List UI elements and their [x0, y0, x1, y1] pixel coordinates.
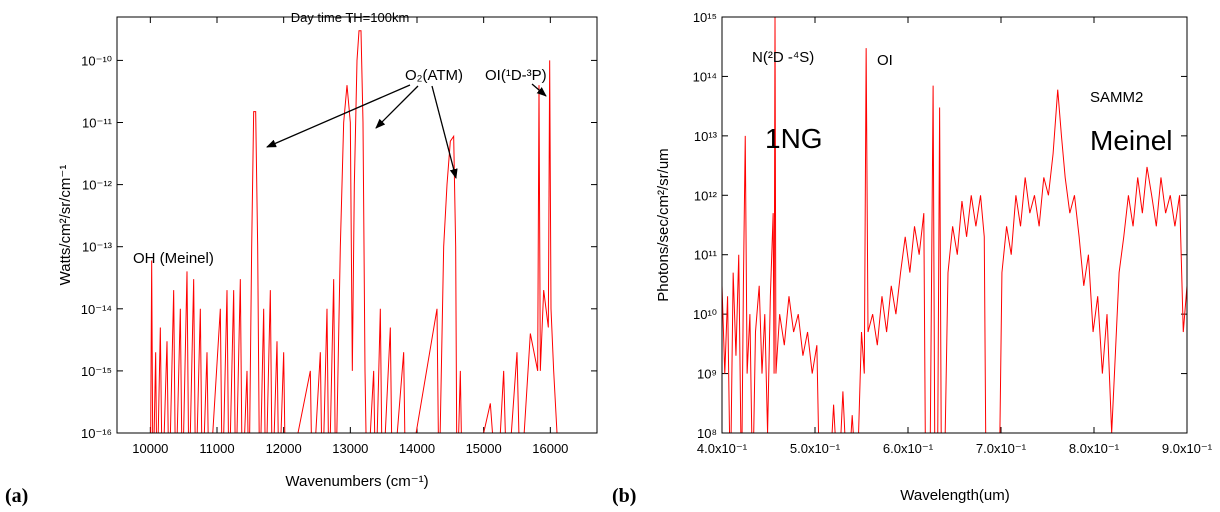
annotation: Meinel	[1090, 125, 1172, 156]
x-tick-label: 14000	[399, 441, 435, 456]
arrow	[531, 83, 547, 97]
y-tick-label: 10⁻¹²	[82, 178, 113, 193]
plot-frame	[116, 16, 598, 434]
y-tick-label: 10⁻¹⁶	[81, 426, 112, 441]
annotation: OI	[877, 52, 893, 69]
plot-frame	[721, 16, 1188, 434]
annotation: 1NG	[765, 123, 823, 154]
spectrum-line	[722, 17, 1187, 433]
annotation: OH (Meinel)	[133, 250, 214, 267]
arrow	[266, 84, 411, 148]
arrows	[266, 83, 547, 179]
y-tick-label: 10⁻¹¹	[82, 116, 113, 131]
arrow	[431, 85, 458, 179]
annotation: N(²D -⁴S)	[752, 49, 814, 66]
panel-label: (a)	[5, 485, 28, 507]
y-tick-label: 10⁹	[697, 367, 717, 382]
panel-b: 4.0x10⁻¹ 5.0x10⁻¹ 6.0x10⁻¹ 7.0x10⁻¹ 8.0x10⁻¹…	[693, 10, 1213, 456]
x-tick-label: 10000	[132, 441, 168, 456]
y-axis-title: Watts/cm²/sr/cm⁻¹	[57, 165, 74, 286]
y-tick-label: 10⁸	[697, 426, 717, 441]
annotation: SAMM2	[1090, 89, 1143, 106]
y-axis-title: Photons/sec/cm²/sr/um	[655, 148, 672, 301]
y-tick-label: 10⁻¹³	[82, 240, 113, 255]
x-tick-label: 12000	[266, 441, 302, 456]
y-tick-label: 10⁻¹⁵	[81, 364, 112, 379]
x-tick-label: 7.0x10⁻¹	[976, 441, 1027, 456]
x-axis-title: Wavelength(um)	[900, 487, 1009, 504]
annotation: O₂(ATM)	[405, 67, 463, 84]
x-axis-title: Wavenumbers (cm⁻¹)	[285, 473, 428, 490]
x-tick-label: 16000	[532, 441, 568, 456]
panel-a: 10000 11000 12000 13000 14000 15000 16000 10⁻¹⁶…	[81, 16, 598, 456]
x-tick-label: 6.0x10⁻¹	[883, 441, 934, 456]
x-tick-label: 13000	[332, 441, 368, 456]
arrow	[375, 85, 419, 129]
y-tick-label: 10¹²	[694, 188, 718, 203]
panel-label: (b)	[612, 485, 636, 507]
y-tick-label: 10¹³	[694, 129, 718, 144]
y-tick-label: 10¹⁵	[693, 10, 717, 25]
chart-title: Day time TH=100km	[291, 10, 410, 25]
y-tick-label: 10⁻¹⁰	[81, 53, 112, 68]
x-tick-label: 4.0x10⁻¹	[697, 441, 748, 456]
x-tick-label: 15000	[466, 441, 502, 456]
x-tick-label: 9.0x10⁻¹	[1162, 441, 1213, 456]
y-tick-label: 10¹⁰	[693, 307, 717, 322]
y-tick-label: 10¹¹	[694, 248, 718, 263]
annotation: OI(¹D-³P)	[485, 67, 547, 84]
y-tick-label: 10⁻¹⁴	[81, 302, 112, 317]
x-tick-label: 5.0x10⁻¹	[790, 441, 841, 456]
y-tick-label: 10¹⁴	[693, 69, 717, 84]
spectrum-line	[150, 30, 571, 433]
x-tick-label: 8.0x10⁻¹	[1069, 441, 1120, 456]
x-tick-label: 11000	[199, 441, 234, 456]
